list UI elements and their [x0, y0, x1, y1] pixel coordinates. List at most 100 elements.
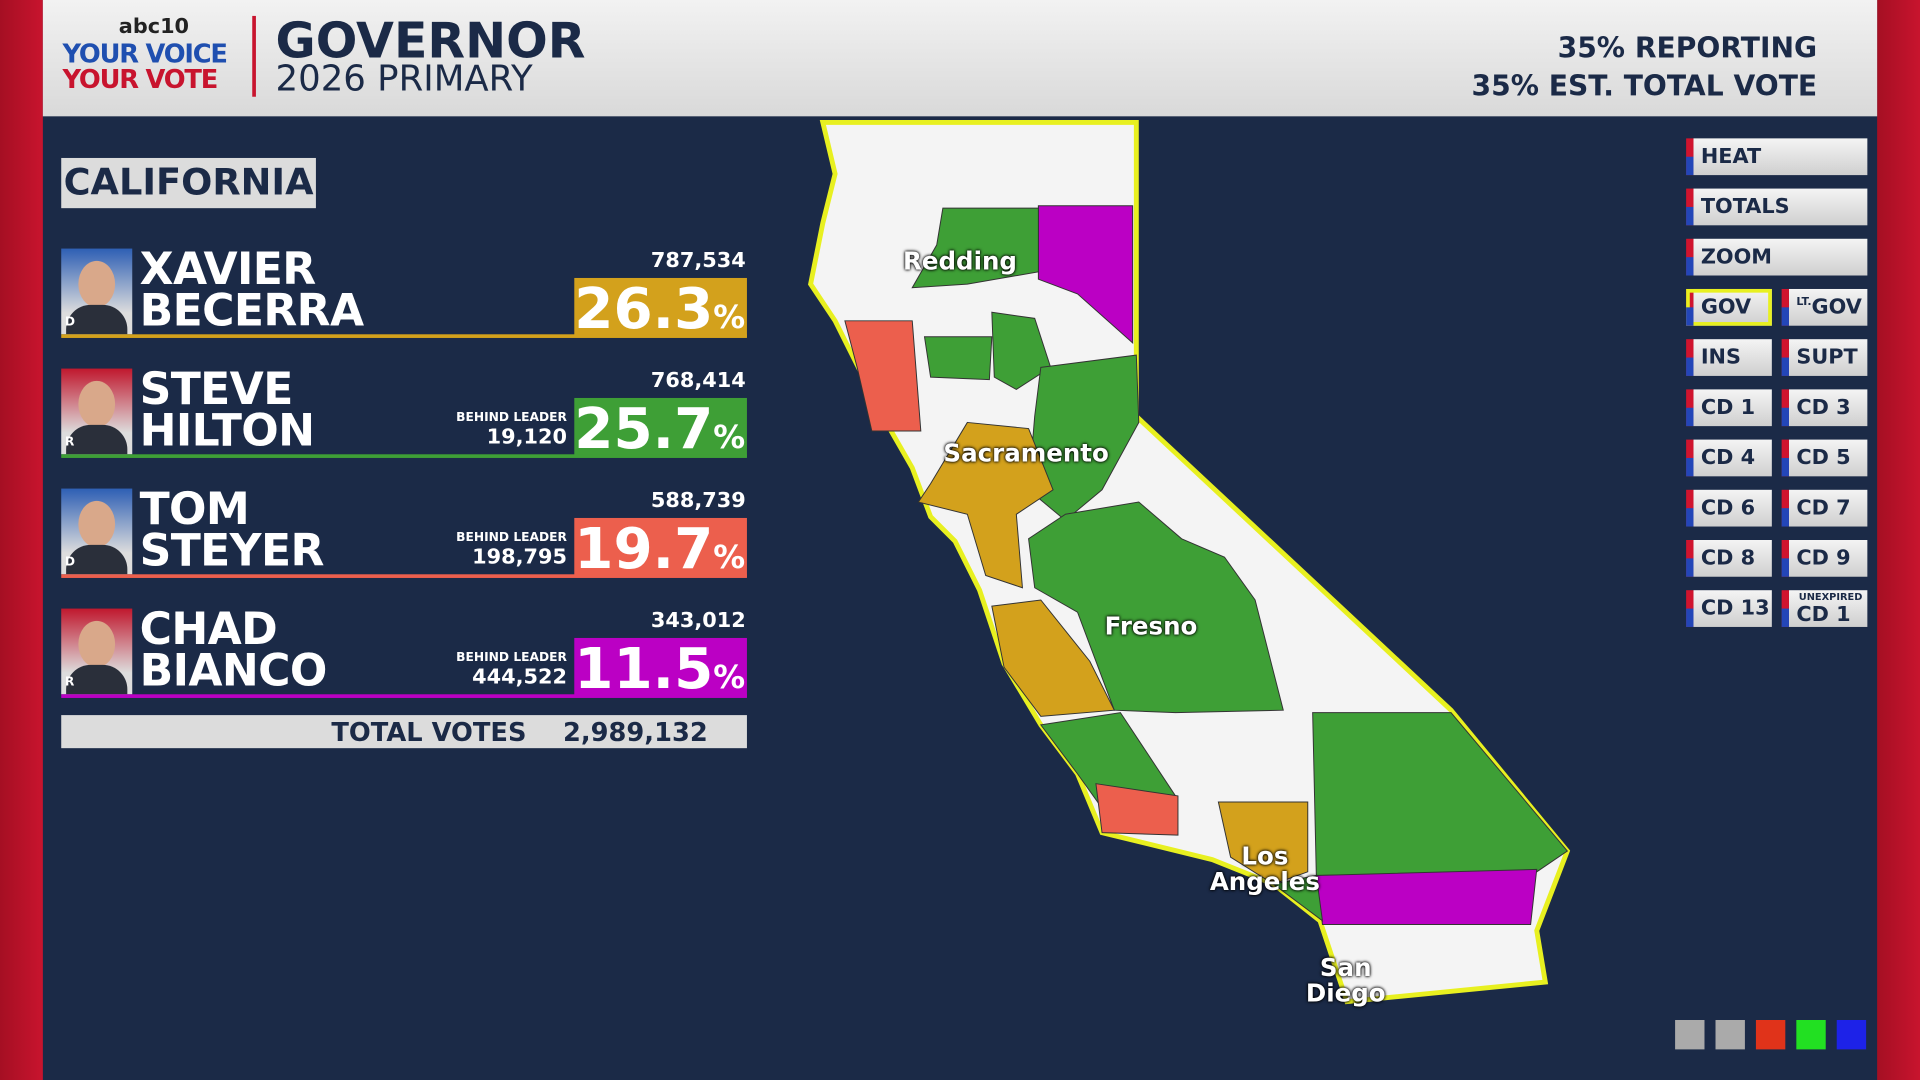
pct-box: 11.5% [574, 637, 747, 699]
menu-button[interactable]: CD 8 [1686, 540, 1772, 577]
photo-body [66, 424, 128, 455]
menu-button[interactable]: ZOOM [1686, 238, 1868, 276]
underline [61, 694, 747, 698]
candidate-photo: R [61, 608, 133, 695]
pct-box: 26.3% [574, 277, 747, 339]
candidate-last: HILTON [139, 406, 315, 457]
side-bar [1877, 0, 1920, 1080]
map-label-line: Diego [1305, 978, 1386, 1008]
menu-button[interactable]: SUPT [1781, 339, 1868, 376]
candidate-first: TOM [139, 484, 250, 536]
pct-sign: % [713, 660, 746, 697]
menu-button[interactable]: CD 1 [1686, 389, 1772, 427]
candidate-photo: D [61, 248, 133, 335]
behind-label: BEHIND LEADER [456, 411, 567, 425]
color-swatch[interactable] [1755, 1020, 1786, 1050]
button-label: CD 5 [1796, 445, 1851, 471]
behind-value: 198,795 [472, 544, 567, 570]
reporting: 35% REPORTING [1557, 33, 1818, 65]
votes: 787,534 [650, 248, 746, 274]
button-label: TOTALS [1700, 194, 1790, 220]
menu-button[interactable]: UNEXPIRED CD 1 [1781, 590, 1868, 627]
button-prefix: LT. [1796, 296, 1812, 309]
button-label: CD 13 [1700, 596, 1770, 621]
map-label: Fresno [1065, 613, 1236, 639]
votes: 343,012 [650, 608, 746, 634]
button-label: CD 6 [1700, 495, 1756, 521]
behind-value: 19,120 [486, 424, 567, 450]
pct-sign: % [713, 540, 746, 577]
color-swatch[interactable] [1836, 1020, 1867, 1050]
button-label: CD 4 [1700, 445, 1756, 471]
candidate-first: STEVE [139, 364, 294, 416]
candidate-first: CHAD [139, 604, 278, 656]
divider [252, 15, 256, 97]
photo-body [66, 304, 128, 335]
photo-face [78, 500, 116, 548]
menu-button[interactable]: GOV [1686, 288, 1772, 326]
button-label: CD 9 [1796, 546, 1851, 571]
menu-button[interactable]: INS [1686, 339, 1772, 376]
pct-value: 11.5 [574, 635, 714, 702]
menu-button[interactable]: CD 6 [1686, 489, 1772, 527]
menu-button[interactable]: TOTALS [1686, 188, 1868, 226]
behind-label: BEHIND LEADER [456, 531, 567, 545]
map-label-line: Angeles [1209, 866, 1320, 897]
candidate-last: BECERRA [139, 286, 365, 337]
menu-button[interactable]: LT.GOV [1781, 288, 1868, 326]
total-votes: 2,989,132 [562, 717, 708, 747]
button-label: GOV [1811, 295, 1862, 320]
map-label-line: San [1319, 952, 1372, 983]
map-label-line: Fresno [1104, 611, 1198, 641]
menu-button[interactable]: CD 5 [1781, 439, 1868, 477]
candidate-last: STEYER [139, 526, 325, 577]
candidate-first: XAVIER [139, 244, 317, 296]
candidate-last: BIANCO [139, 646, 328, 697]
button-label: CD 1 [1700, 395, 1756, 421]
counties [844, 205, 1569, 925]
icon[interactable] [1675, 1020, 1705, 1050]
photo-face [78, 380, 116, 428]
party: D [64, 315, 76, 330]
side-bar [0, 0, 43, 1080]
logo-line: YOUR VOTE [62, 64, 218, 95]
photo-face [78, 260, 116, 308]
icon[interactable] [1715, 1020, 1745, 1050]
button-prefix: UNEXPIRED [1798, 591, 1863, 603]
pct-box: 19.7% [574, 517, 747, 579]
underline [61, 574, 747, 578]
candidate-photo: D [61, 488, 133, 575]
menu-button[interactable]: CD 9 [1781, 540, 1868, 577]
region: CALIFORNIA [61, 157, 316, 209]
menu-button[interactable]: HEAT [1686, 138, 1868, 176]
party: R [64, 435, 75, 450]
button-label: CD 1 [1796, 602, 1851, 627]
button-label: HEAT [1700, 144, 1762, 169]
map-label: Sacramento [940, 440, 1111, 467]
party: R [64, 675, 75, 690]
menu-button[interactable]: CD 4 [1686, 439, 1772, 477]
menu-button[interactable]: CD 13 [1686, 590, 1772, 627]
pct-box: 25.7% [574, 397, 747, 459]
menu-button[interactable]: CD 7 [1781, 489, 1868, 527]
subtitle: 2026 PRIMARY [275, 57, 533, 100]
button-label: CD 3 [1796, 395, 1851, 421]
logo-station: abc10 [118, 14, 190, 40]
total-bar: TOTAL VOTES 2,989,132 [61, 715, 747, 749]
underline [61, 454, 747, 458]
map-label: Redding [874, 248, 1045, 275]
title: GOVERNOR [275, 13, 586, 70]
candidate-photo: R [61, 368, 133, 455]
underline [61, 334, 747, 338]
menu-button[interactable]: CD 3 [1781, 389, 1868, 427]
header: abc10 YOUR VOICE YOUR VOTE GOVERNOR 2026… [42, 0, 1878, 117]
button-label: SUPT [1796, 345, 1858, 370]
pct-sign: % [713, 420, 746, 457]
map-label-line: Los [1241, 841, 1289, 871]
party: D [64, 555, 76, 570]
button-label: GOV [1700, 295, 1752, 320]
color-swatch[interactable] [1796, 1020, 1826, 1050]
